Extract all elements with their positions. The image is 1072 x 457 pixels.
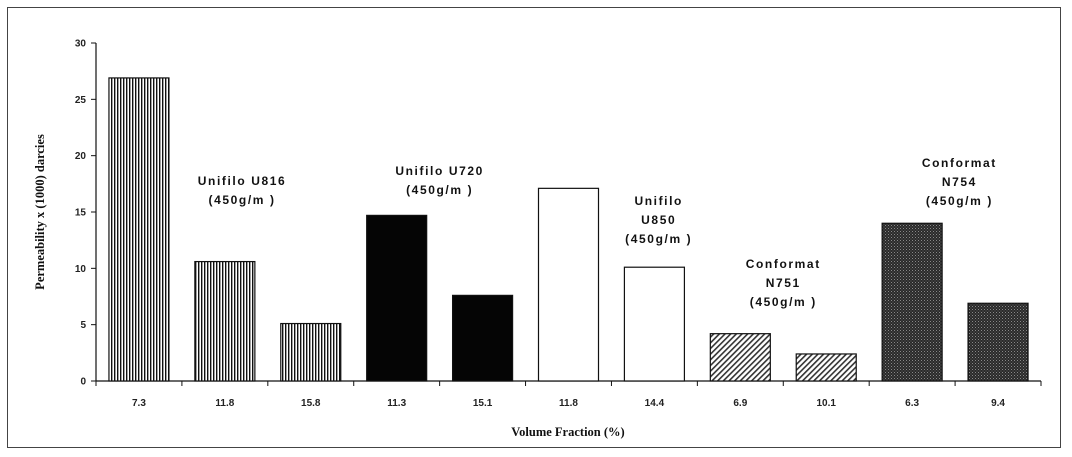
- y-tick-label: 0: [80, 377, 86, 388]
- x-tick-label: 6.9: [733, 398, 747, 409]
- bar: [451, 294, 514, 382]
- bar: [795, 353, 857, 382]
- x-tick-label: 9.4: [991, 398, 1005, 409]
- bar: [709, 333, 771, 382]
- group-label: Unifilo U850 (450g/m ): [625, 194, 692, 246]
- x-tick-label: 14.4: [645, 398, 665, 409]
- x-tick-label: 7.3: [132, 398, 146, 409]
- x-tick-label: 11.8: [215, 398, 234, 409]
- x-tick-label: 15.1: [473, 398, 493, 409]
- x-tick-label: 15.8: [301, 398, 321, 409]
- y-tick-label: 10: [75, 264, 87, 275]
- bar: [366, 214, 428, 382]
- group-label: Unifilo U720 (450g/m ): [395, 164, 484, 197]
- x-tick-label: 10.1: [816, 398, 836, 409]
- x-tick-label: 11.8: [559, 398, 578, 409]
- bar: [194, 260, 256, 382]
- bar: [881, 222, 943, 382]
- y-tick-label: 15: [75, 208, 87, 219]
- y-tick-label: 30: [75, 39, 87, 50]
- bar: [280, 322, 342, 382]
- y-axis-title: Permeability x (1000) darcies: [33, 134, 47, 290]
- bar: [108, 77, 170, 382]
- group-label: Conformat N751 (450g/m ): [746, 257, 821, 309]
- x-tick-label: 11.3: [387, 398, 406, 409]
- y-tick-label: 5: [80, 320, 86, 331]
- group-label: Conformat N754 (450g/m ): [922, 156, 997, 208]
- y-tick-label: 25: [75, 95, 87, 106]
- bar: [623, 266, 686, 382]
- bar: [967, 302, 1029, 382]
- group-label: Unifilo U816 (450g/m ): [198, 174, 287, 207]
- x-axis-title: Volume Fraction (%): [511, 425, 624, 439]
- y-tick-label: 20: [75, 151, 87, 162]
- x-tick-label: 6.3: [905, 398, 919, 409]
- bar: [537, 187, 600, 382]
